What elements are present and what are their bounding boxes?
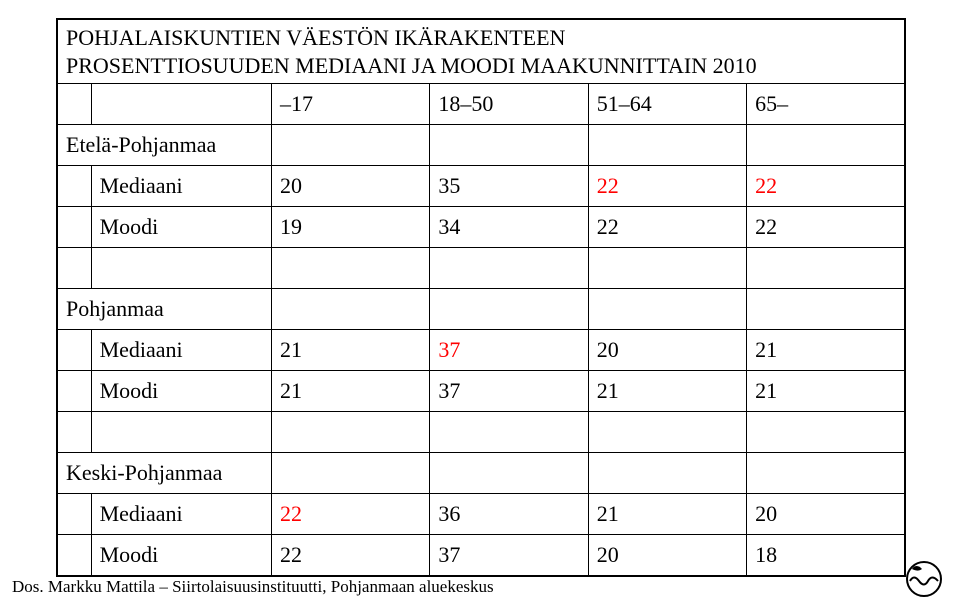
title-line-1: POHJALAISKUNTIEN VÄESTÖN IKÄRAKENTEEN: [66, 25, 565, 50]
header-spacer-2: [91, 84, 271, 125]
cell: 34: [430, 207, 588, 248]
age-col-1: 18–50: [430, 84, 588, 125]
age-structure-table: POHJALAISKUNTIEN VÄESTÖN IKÄRAKENTEEN PR…: [56, 18, 906, 577]
age-col-0: –17: [271, 84, 429, 125]
cell: 22: [588, 166, 746, 207]
cell: 36: [430, 494, 588, 535]
data-row: Mediaani 20 35 22 22: [57, 166, 905, 207]
cell: 22: [588, 207, 746, 248]
cell: 20: [271, 166, 429, 207]
cell: 35: [430, 166, 588, 207]
institute-logo-icon: [904, 559, 944, 599]
row-label: Moodi: [91, 535, 271, 577]
title-line-2: PROSENTTIOSUUDEN MEDIAANI JA MOODI MAAKU…: [66, 53, 757, 78]
cell: 22: [271, 535, 429, 577]
cell: 20: [747, 494, 905, 535]
row-label: Mediaani: [91, 494, 271, 535]
data-row: Moodi 21 37 21 21: [57, 371, 905, 412]
region-row: Etelä-Pohjanmaa: [57, 125, 905, 166]
cell: 19: [271, 207, 429, 248]
row-label: Mediaani: [91, 166, 271, 207]
region-name: Etelä-Pohjanmaa: [57, 125, 271, 166]
footer-credit: Dos. Markku Mattila – Siirtolaisuusinsti…: [12, 577, 494, 597]
cell: 21: [747, 330, 905, 371]
data-row: Mediaani 22 36 21 20: [57, 494, 905, 535]
separator-row: [57, 412, 905, 453]
age-col-2: 51–64: [588, 84, 746, 125]
header-spacer-1: [57, 84, 91, 125]
cell: 21: [588, 494, 746, 535]
separator-row: [57, 248, 905, 289]
region-name: Pohjanmaa: [57, 289, 271, 330]
data-row: Moodi 19 34 22 22: [57, 207, 905, 248]
cell: 18: [747, 535, 905, 577]
cell: 22: [271, 494, 429, 535]
table-title: POHJALAISKUNTIEN VÄESTÖN IKÄRAKENTEEN PR…: [57, 19, 905, 84]
region-row: Keski-Pohjanmaa: [57, 453, 905, 494]
cell: 21: [271, 371, 429, 412]
cell: 21: [747, 371, 905, 412]
age-header-row: –17 18–50 51–64 65–: [57, 84, 905, 125]
cell: 20: [588, 330, 746, 371]
cell: 21: [271, 330, 429, 371]
row-label: Moodi: [91, 371, 271, 412]
cell: 21: [588, 371, 746, 412]
cell: 37: [430, 535, 588, 577]
data-row: Moodi 22 37 20 18: [57, 535, 905, 577]
cell: 37: [430, 330, 588, 371]
data-row: Mediaani 21 37 20 21: [57, 330, 905, 371]
cell: 22: [747, 207, 905, 248]
cell: 37: [430, 371, 588, 412]
age-col-3: 65–: [747, 84, 905, 125]
cell: 22: [747, 166, 905, 207]
row-label: Moodi: [91, 207, 271, 248]
row-label: Mediaani: [91, 330, 271, 371]
cell: 20: [588, 535, 746, 577]
region-name: Keski-Pohjanmaa: [57, 453, 271, 494]
region-row: Pohjanmaa: [57, 289, 905, 330]
